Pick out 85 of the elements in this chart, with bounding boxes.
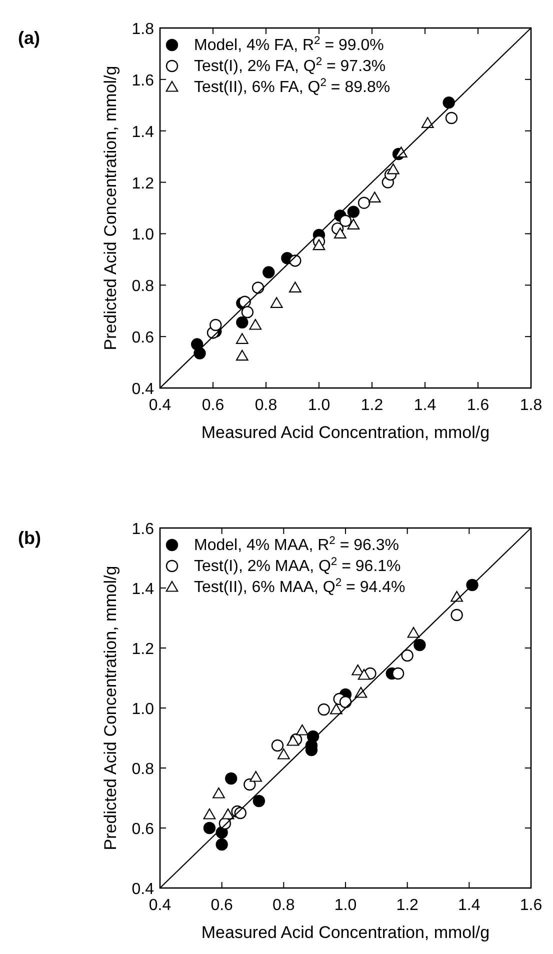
x-tick-label: 1.8 xyxy=(520,397,542,414)
legend-label: Test(I), 2% MAA, Q$^{2}$ = 96.1% xyxy=(194,556,401,575)
point xyxy=(222,808,234,820)
point xyxy=(450,608,463,622)
point xyxy=(225,772,238,785)
x-tick-label: 0.6 xyxy=(202,397,224,414)
x-tick-label: 1.0 xyxy=(308,397,330,414)
point xyxy=(347,206,360,218)
chart-title: (a) xyxy=(18,28,40,48)
point xyxy=(236,333,248,344)
point xyxy=(334,228,346,239)
point xyxy=(270,297,283,308)
point xyxy=(252,282,264,294)
point xyxy=(442,96,455,109)
point xyxy=(194,347,206,360)
point xyxy=(387,163,400,174)
point xyxy=(250,770,262,782)
point xyxy=(318,703,330,716)
y-tick-label: 1.0 xyxy=(132,701,154,718)
point xyxy=(347,218,360,230)
x-tick-label: 1.4 xyxy=(458,897,480,914)
point xyxy=(262,266,275,278)
point xyxy=(445,112,458,124)
point xyxy=(330,703,342,714)
point xyxy=(203,808,216,820)
legend-label: Model, 4% MAA, R$^{2}$ = 96.3% xyxy=(194,535,399,554)
point xyxy=(286,734,300,746)
legend-label: Test(II), 6% MAA, Q$^{2}$ = 94.4% xyxy=(194,577,406,596)
chart-title: (b) xyxy=(18,528,41,548)
x-tick-label: 0.4 xyxy=(148,897,172,914)
y-axis-title: Predicted Acid Concentration, mmol/g xyxy=(101,566,120,850)
point xyxy=(407,626,420,638)
x-axis-title: Measured Acid Concentration, mmol/g xyxy=(201,923,490,942)
point xyxy=(244,778,256,791)
point xyxy=(339,696,352,708)
y-tick-label: 0.8 xyxy=(132,761,154,778)
y-tick-label: 1.6 xyxy=(132,521,154,538)
y-tick-label: 1.6 xyxy=(132,72,154,90)
point xyxy=(358,196,370,209)
point xyxy=(358,668,370,680)
legend-label: Test(II), 6% FA, Q$^{2}$ = 89.8% xyxy=(194,77,390,96)
point xyxy=(212,787,225,798)
point xyxy=(392,667,404,680)
point xyxy=(203,822,216,834)
point xyxy=(312,239,326,250)
point xyxy=(277,748,290,760)
y-tick-label: 0.6 xyxy=(132,330,154,347)
point xyxy=(401,649,414,662)
x-tick-label: 1.2 xyxy=(360,397,384,414)
x-tick-label: 1.2 xyxy=(396,897,419,914)
x-tick-label: 0.8 xyxy=(272,897,295,914)
x-tick-label: 0.4 xyxy=(148,397,172,414)
x-tick-label: 1.4 xyxy=(414,397,436,414)
y-tick-label: 1.2 xyxy=(132,641,154,658)
y-tick-label: 1.0 xyxy=(132,226,154,244)
x-tick-label: 0.6 xyxy=(210,897,234,914)
point xyxy=(241,306,254,318)
point xyxy=(249,318,262,330)
y-tick-label: 0.4 xyxy=(132,881,154,898)
point xyxy=(236,316,248,329)
y-tick-label: 1.4 xyxy=(132,124,154,141)
point xyxy=(288,282,302,293)
x-axis-title: Measured Acid Concentration, mmol/g xyxy=(201,423,490,442)
point xyxy=(414,638,426,652)
point xyxy=(296,724,308,736)
y-tick-label: 1.2 xyxy=(132,175,154,192)
y-tick-label: 0.6 xyxy=(132,821,154,838)
x-tick-label: 1.6 xyxy=(466,397,490,414)
x-tick-label: 1.6 xyxy=(520,897,542,914)
x-tick-label: 1.0 xyxy=(334,897,357,914)
point xyxy=(339,214,352,227)
point xyxy=(421,117,434,128)
legend-label: Test(I), 2% FA, Q$^{2}$ = 97.3% xyxy=(194,56,386,75)
y-tick-label: 0.8 xyxy=(132,278,154,296)
point xyxy=(236,350,248,361)
point xyxy=(216,838,228,851)
x-tick-label: 0.8 xyxy=(254,397,278,414)
y-tick-label: 0.4 xyxy=(132,381,154,398)
y-tick-label: 1.4 xyxy=(132,581,154,598)
legend-label: Model, 4% FA, R$^{2}$ = 99.0% xyxy=(194,35,384,54)
point xyxy=(271,739,284,752)
y-tick-label: 1.8 xyxy=(132,21,154,38)
point xyxy=(368,192,381,203)
y-axis-title: Predicted Acid Concentration, mmol/g xyxy=(101,66,120,350)
point xyxy=(252,794,266,808)
